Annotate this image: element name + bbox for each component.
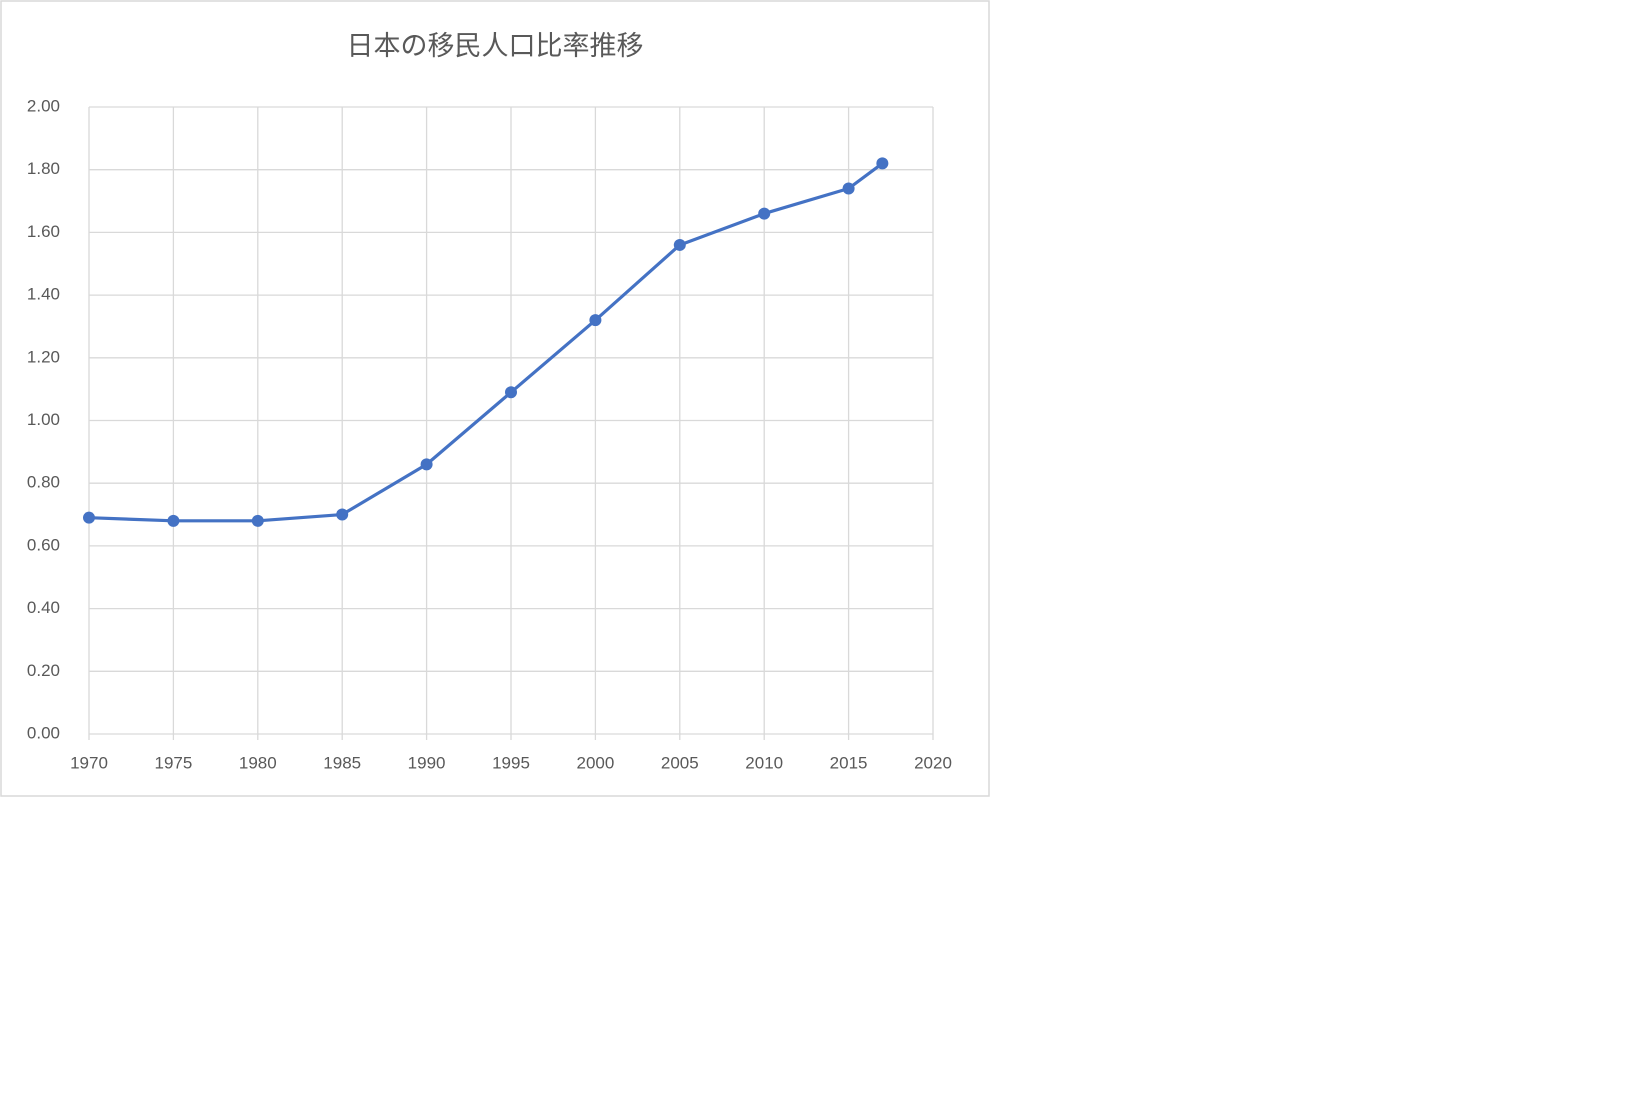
x-tick-label: 1980	[239, 753, 277, 772]
y-tick-label: 1.80	[27, 159, 60, 178]
data-point	[83, 511, 95, 524]
chart-frame	[0, 0, 990, 797]
data-point	[589, 314, 602, 327]
y-tick-label: 1.60	[27, 222, 60, 241]
data-point	[842, 182, 855, 195]
data-point	[336, 508, 349, 521]
y-tick-label: 0.20	[27, 661, 60, 680]
x-tick-label: 2015	[830, 753, 868, 772]
data-point	[876, 157, 889, 170]
data-point	[167, 514, 180, 527]
x-tick-label: 2020	[914, 753, 952, 772]
x-tick-label: 1985	[323, 753, 361, 772]
y-tick-label: 0.80	[27, 473, 60, 492]
x-tick-label: 2010	[745, 753, 783, 772]
chart-title: 日本の移民人口比率推移	[347, 31, 644, 61]
x-tick-label: 1970	[70, 753, 108, 772]
data-point	[420, 458, 433, 471]
data-point	[505, 386, 517, 399]
data-point	[251, 514, 264, 527]
x-tick-label: 2000	[576, 753, 614, 772]
y-tick-label: 1.40	[27, 285, 60, 304]
x-tick-label: 1995	[492, 753, 530, 772]
data-point	[673, 238, 686, 251]
y-tick-label: 0.00	[27, 723, 60, 742]
y-tick-label: 1.20	[27, 347, 60, 366]
y-tick-label: 2.00	[27, 96, 60, 115]
y-tick-label: 0.40	[27, 598, 60, 617]
x-tick-label: 2005	[661, 753, 699, 772]
x-tick-label: 1990	[408, 753, 446, 772]
y-tick-label: 0.60	[27, 535, 60, 554]
y-tick-label: 1.00	[27, 410, 60, 429]
x-tick-label: 1975	[154, 753, 192, 772]
data-point	[758, 207, 771, 220]
